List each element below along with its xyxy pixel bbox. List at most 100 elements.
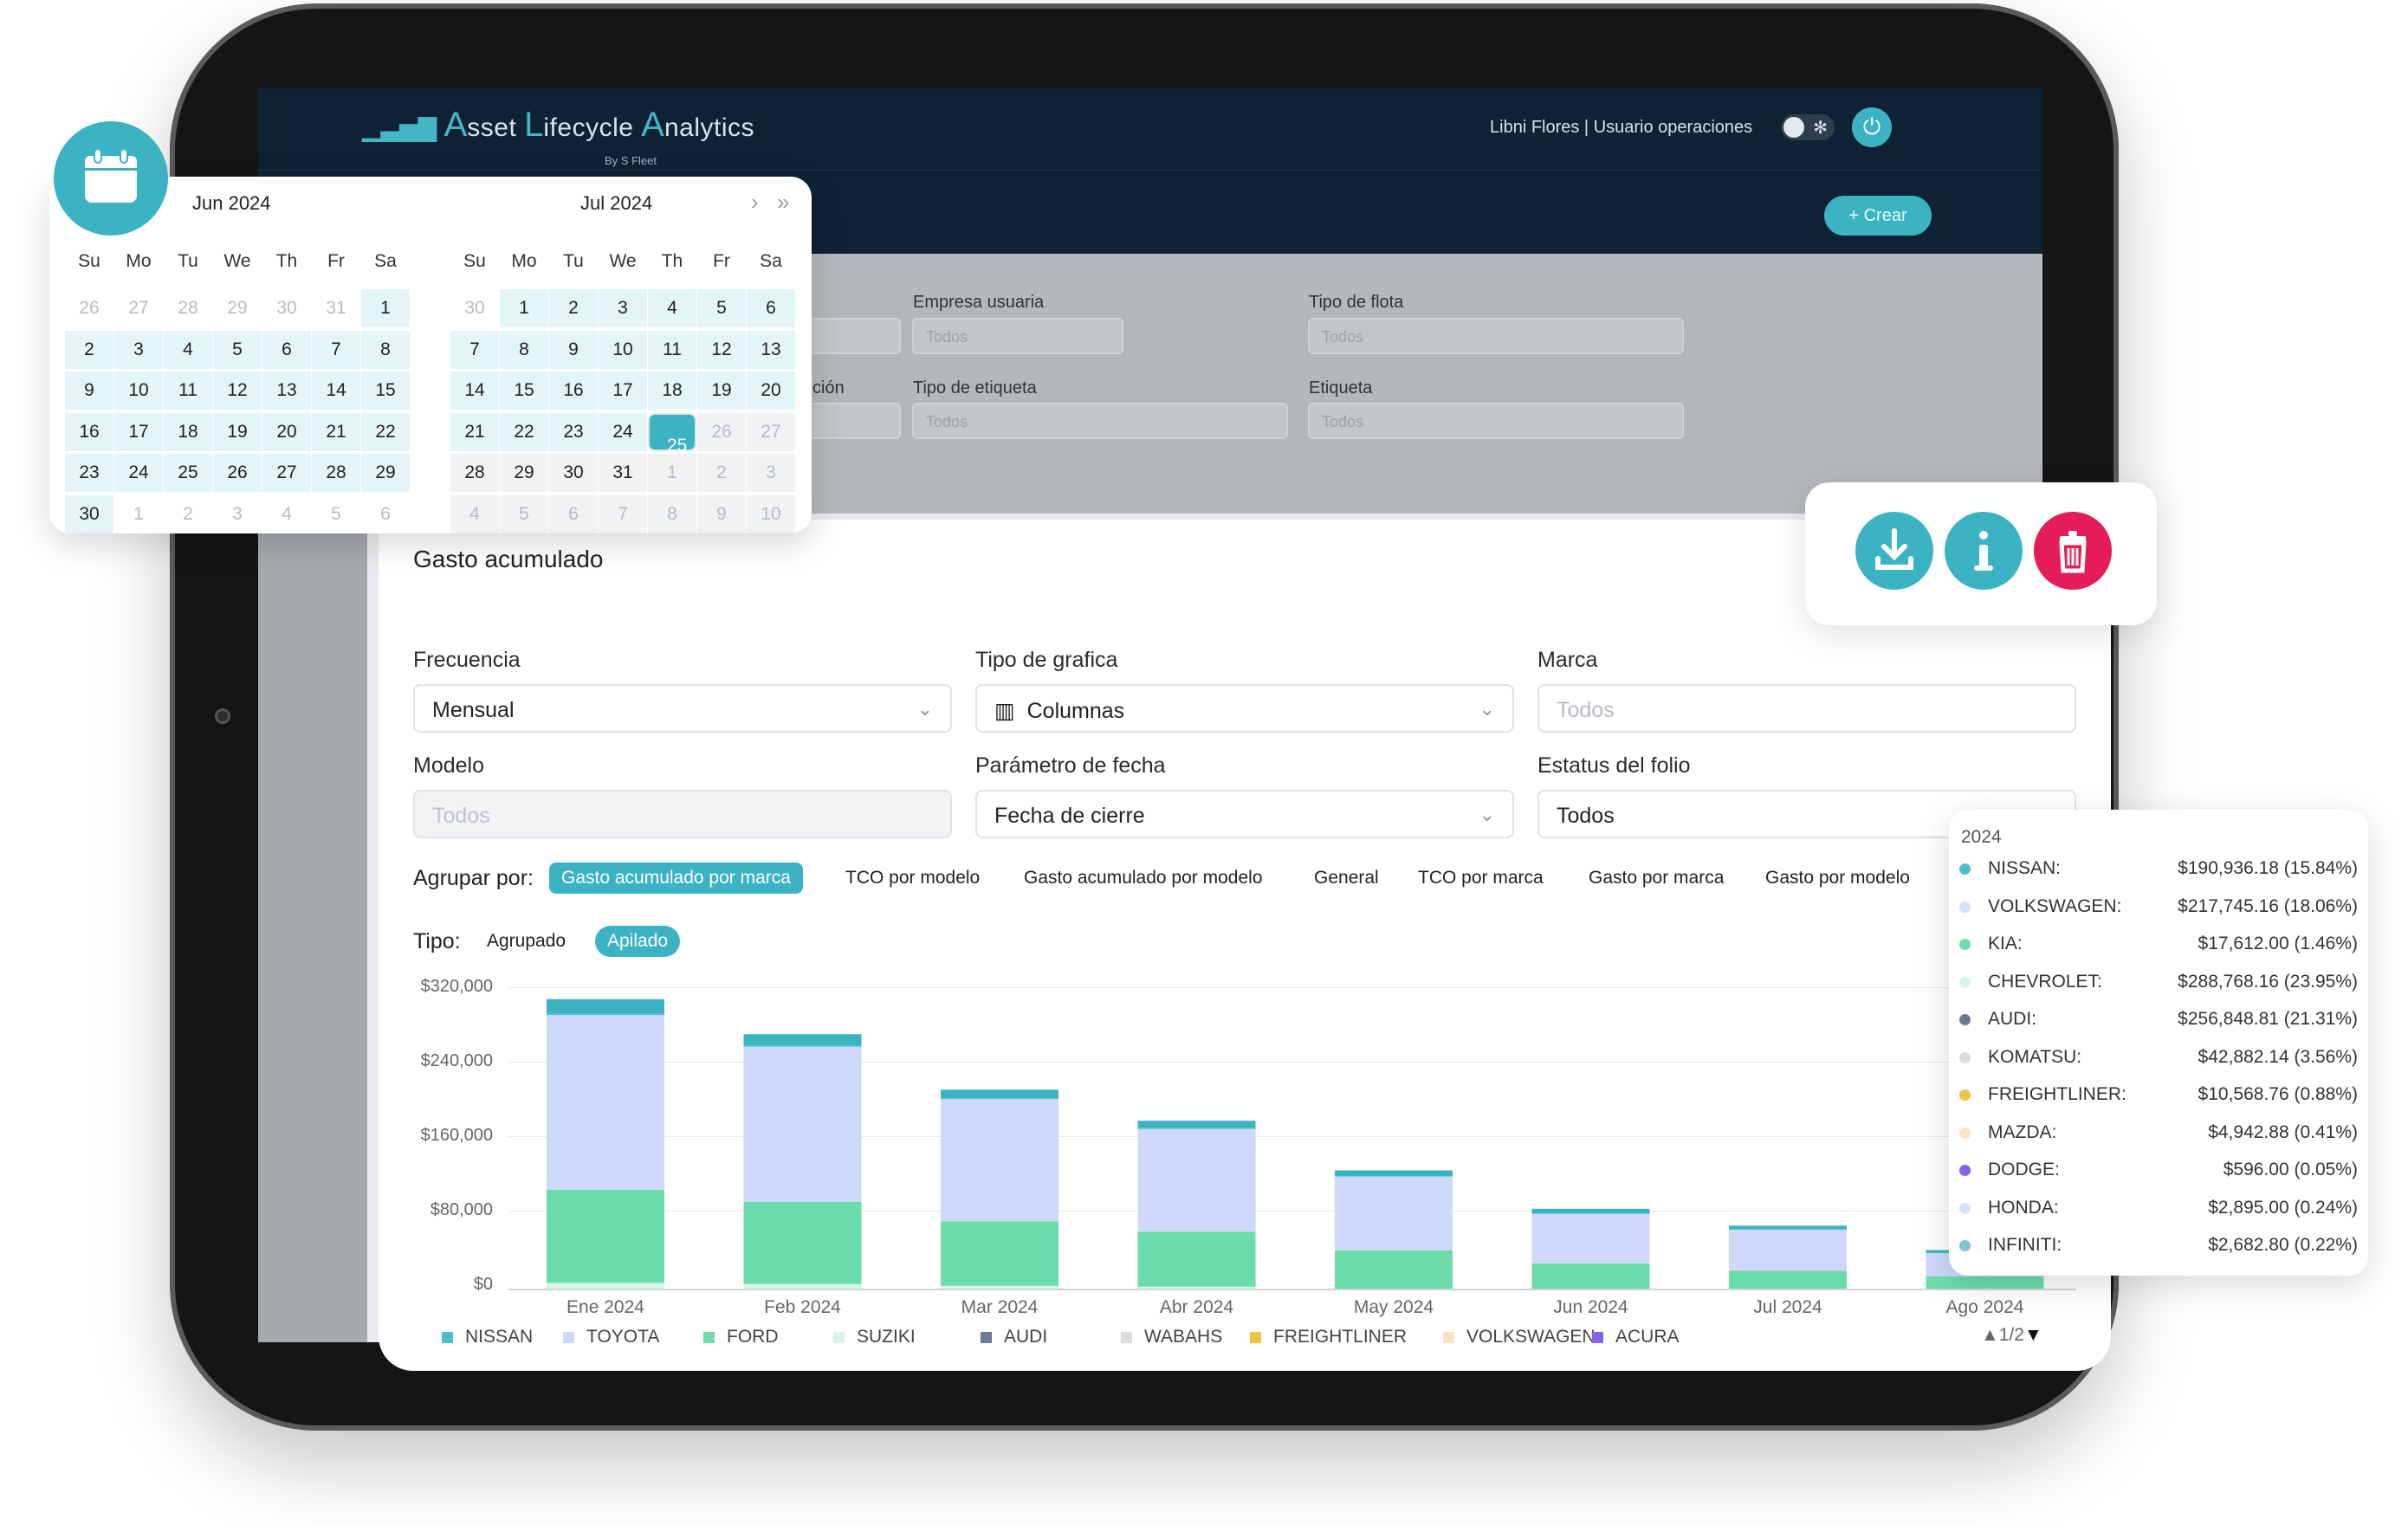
calendar-day[interactable]: 28	[178, 298, 198, 318]
pager-down-icon[interactable]: ▼	[2024, 1325, 2042, 1345]
legend-item[interactable]: SUZIKI	[833, 1327, 916, 1347]
pager-up-icon[interactable]: ▲	[1981, 1325, 1999, 1345]
create-button[interactable]: + Crear	[1824, 196, 1932, 236]
legend-item[interactable]: FREIGHTLINER	[1250, 1327, 1407, 1347]
next-year-button[interactable]: »	[777, 189, 790, 215]
calendar-day[interactable]: 4	[282, 503, 292, 524]
calendar-day[interactable]: 27	[262, 454, 311, 492]
calendar-day[interactable]: 31	[599, 454, 647, 492]
legend-item[interactable]: ACURA	[1592, 1327, 1680, 1347]
calendar-day[interactable]: 9	[697, 494, 746, 533]
calendar-day[interactable]: 15	[361, 372, 410, 410]
bar-segment-suziki[interactable]	[547, 1283, 664, 1289]
bar-segment-toyota[interactable]	[1335, 1176, 1453, 1250]
bar-segment-nissan[interactable]	[547, 1012, 664, 1016]
calendar-day[interactable]: 16	[549, 372, 598, 410]
group-chip-gasto-acumulado-modelo[interactable]: Gasto acumulado por modelo	[1024, 868, 1263, 888]
group-chip-gasto-modelo[interactable]: Gasto por modelo	[1765, 868, 1910, 888]
calendar-day[interactable]: 13	[747, 330, 795, 369]
bar-segment-ford[interactable]	[1531, 1263, 1650, 1289]
calendar-day[interactable]: 1	[133, 503, 144, 524]
group-chip-general[interactable]: General	[1314, 868, 1379, 888]
calendar-day[interactable]: 4	[164, 330, 212, 369]
calendar-day[interactable]: 3	[114, 330, 163, 369]
flota-input[interactable]: Todos	[1308, 318, 1684, 354]
theme-toggle[interactable]: ✻	[1781, 114, 1835, 140]
bar-segment-suziki[interactable]	[743, 1283, 862, 1289]
legend-item[interactable]: NISSAN	[442, 1327, 533, 1347]
calendar-day[interactable]: 10	[114, 372, 163, 410]
bar-segment-toyota[interactable]	[1531, 1213, 1650, 1263]
bar-segment-nissan_top[interactable]	[547, 998, 664, 1013]
calendar-day[interactable]: 12	[213, 372, 262, 410]
download-button[interactable]	[1855, 512, 1933, 590]
calendar-day[interactable]: 3	[747, 454, 795, 492]
bar-segment-nissan_top[interactable]	[1335, 1170, 1453, 1176]
calendar-day[interactable]: 6	[380, 503, 391, 524]
bar-segment-nissan[interactable]	[1335, 1175, 1453, 1177]
calendar-day[interactable]: 30	[549, 454, 598, 492]
calendar-day[interactable]: 30	[65, 494, 113, 533]
calendar-day[interactable]: 24	[599, 412, 647, 451]
calendar-day[interactable]: 25	[164, 454, 212, 492]
calendar-day[interactable]: 14	[450, 372, 499, 410]
calendar-day[interactable]: 5	[331, 503, 341, 524]
bar-segment-ford[interactable]	[743, 1201, 862, 1284]
group-chip-gasto-marca[interactable]: Gasto por marca	[1589, 868, 1725, 888]
calendar-day[interactable]: 2	[183, 503, 193, 524]
calendar-day[interactable]: 2	[549, 289, 598, 327]
calendar-day[interactable]: 29	[500, 454, 548, 492]
calendar-day[interactable]: 4	[450, 494, 499, 533]
calendar-day[interactable]: 1	[648, 454, 696, 492]
calendar-day[interactable]: 17	[114, 412, 163, 451]
calendar-day[interactable]: 8	[648, 494, 696, 533]
calendar-day[interactable]: 31	[326, 298, 346, 318]
calendar-day[interactable]: 11	[164, 372, 212, 410]
delete-button[interactable]	[2034, 512, 2112, 590]
calendar-day[interactable]: 16	[65, 412, 113, 451]
bar-segment-toyota[interactable]	[1137, 1128, 1256, 1232]
calendar-day[interactable]: 18	[164, 412, 212, 451]
legend-item[interactable]: AUDI	[981, 1327, 1047, 1347]
legend-item[interactable]: TOYOTA	[563, 1327, 659, 1347]
calendar-day[interactable]: 14	[312, 372, 360, 410]
calendar-day[interactable]: 7	[450, 330, 499, 369]
calendar-day[interactable]: 3	[232, 503, 243, 524]
bar-segment-nissan[interactable]	[1137, 1128, 1256, 1129]
calendar-day[interactable]: 9	[549, 330, 598, 369]
bar-segment-nissan[interactable]	[941, 1098, 1058, 1100]
calendar-day[interactable]: 9	[65, 372, 113, 410]
calendar-day[interactable]: 15	[500, 372, 548, 410]
empresa-input[interactable]: Todos	[912, 318, 1123, 354]
calendar-day[interactable]: 2	[697, 454, 746, 492]
parametro-fecha-select[interactable]: Fecha de cierre ⌄	[975, 790, 1514, 838]
calendar-day[interactable]: 7	[312, 330, 360, 369]
calendar-day[interactable]: 23	[65, 454, 113, 492]
bar-segment-nissan[interactable]	[743, 1045, 862, 1047]
bar-segment-ford[interactable]	[1137, 1231, 1256, 1287]
bar-segment-nissan[interactable]	[1531, 1213, 1650, 1214]
bar-segment-nissan_top[interactable]	[1137, 1121, 1256, 1128]
calendar-day[interactable]: 22	[500, 412, 548, 451]
calendar-day[interactable]: 11	[648, 330, 696, 369]
group-chip-tco-modelo[interactable]: TCO por modelo	[845, 868, 981, 888]
legend-item[interactable]: WABAHS	[1121, 1327, 1222, 1347]
calendar-day[interactable]: 8	[500, 330, 548, 369]
calendar-day[interactable]: 4	[648, 289, 696, 327]
etiqueta-input[interactable]: Todos	[1308, 403, 1684, 439]
calendar-day[interactable]: 29	[361, 454, 410, 492]
frecuencia-select[interactable]: Mensual ⌄	[413, 684, 952, 733]
calendar-day[interactable]: 6	[549, 494, 598, 533]
calendar-day[interactable]: 17	[599, 372, 647, 410]
calendar-day[interactable]: 1	[500, 289, 548, 327]
calendar-day[interactable]: 29	[227, 298, 248, 318]
bar-segment-nissan_top[interactable]	[743, 1034, 862, 1046]
bar-segment-ford[interactable]	[1335, 1250, 1453, 1289]
bar-segment-nissan_top[interactable]	[1729, 1225, 1847, 1230]
tipo-grafica-select[interactable]: ▥ Columnas ⌄	[975, 684, 1514, 733]
bar-segment-ford[interactable]	[547, 1189, 664, 1283]
calendar-day[interactable]: 6	[262, 330, 311, 369]
calendar-day[interactable]: 27	[128, 298, 149, 318]
calendar-day[interactable]: 26	[79, 298, 100, 318]
legend-item[interactable]: VOLKSWAGEN	[1443, 1327, 1596, 1347]
